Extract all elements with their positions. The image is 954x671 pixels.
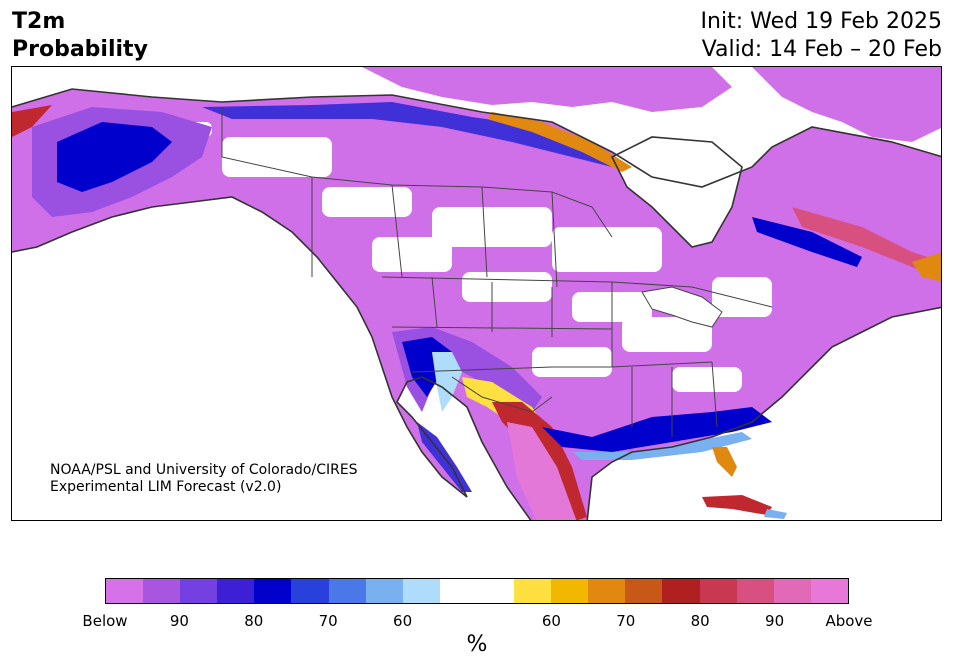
- colorbar-segment: [551, 579, 589, 603]
- colorbar-tick-label: 80: [690, 612, 710, 630]
- colorbar-segment: [143, 579, 181, 603]
- credit-line-2: Experimental LIM Forecast (v2.0): [50, 479, 282, 495]
- colorbar-segment: [736, 579, 774, 603]
- colorbar-segment: [439, 579, 477, 603]
- colorbar-segment: [588, 579, 626, 603]
- colorbar-unit: %: [466, 632, 488, 657]
- colorbar-segment: [773, 579, 811, 603]
- valid-range: Valid: 14 Feb – 20 Feb: [701, 37, 942, 62]
- map-panel: NOAA/PSL and University of Colorado/CIRE…: [11, 66, 942, 521]
- colorbar-tick-label: Above: [825, 612, 873, 630]
- great-lakes: [641, 286, 723, 328]
- colorbar-segment: [180, 579, 218, 603]
- colorbar-segment: [402, 579, 440, 603]
- florida-warm: [712, 447, 737, 477]
- colorbar-segment: [514, 579, 552, 603]
- labrador-cold: [752, 217, 862, 267]
- product-label: Probability: [12, 37, 148, 62]
- hudson-bay: [612, 137, 742, 247]
- coastline: [12, 88, 941, 520]
- arctic-islands: [362, 67, 732, 112]
- forecast-map: [12, 67, 941, 520]
- newfoundland-warm: [912, 252, 941, 282]
- colorbar-tick-label: 80: [244, 612, 264, 630]
- colorbar-segment: [217, 579, 255, 603]
- colorbar-tick-label: 90: [169, 612, 189, 630]
- colorbar-segment: [328, 579, 366, 603]
- credit-line-1: NOAA/PSL and University of Colorado/CIRE…: [50, 462, 358, 478]
- colorbar-segment: [810, 579, 848, 603]
- chart-title: T2m Probability: [12, 8, 148, 64]
- credit-text: NOAA/PSL and University of Colorado/CIRE…: [50, 462, 358, 496]
- arctic-warm-band: [487, 112, 632, 172]
- colorbar-segment: [476, 579, 515, 603]
- alaska-warm-edge: [12, 105, 52, 137]
- mexico-warm-pink: [507, 422, 577, 520]
- colorbar-segment: [662, 579, 700, 603]
- colorbar-tick-label: 60: [393, 612, 413, 630]
- date-info: Init: Wed 19 Feb 2025 Valid: 14 Feb – 20…: [701, 8, 942, 64]
- political-borders: [221, 107, 773, 437]
- colorbar-tick-label: 70: [616, 612, 636, 630]
- colorbar-tick-label: Below: [82, 612, 128, 630]
- canada-cold-band: [202, 102, 612, 167]
- caribbean-cold: [764, 509, 787, 519]
- colorbar-tick-label: 90: [765, 612, 785, 630]
- colorbar-tick-label: 60: [541, 612, 561, 630]
- labrador-warm: [792, 207, 941, 277]
- colorbar-segment: [699, 579, 737, 603]
- colorbar: [105, 578, 849, 604]
- colorbar-tick-label: 70: [318, 612, 338, 630]
- colorbar-segment: [291, 579, 329, 603]
- southwest-pale: [432, 352, 462, 412]
- alaska-cold-core: [57, 122, 172, 192]
- colorbar-segment: [625, 579, 663, 603]
- colorbar-segment: [106, 579, 144, 603]
- colorbar-segment: [365, 579, 403, 603]
- init-date: Init: Wed 19 Feb 2025: [700, 9, 942, 34]
- colorbar-segment: [254, 579, 292, 603]
- southeast-cold-band: [542, 407, 772, 452]
- variable-label: T2m: [12, 9, 66, 34]
- greenland: [752, 67, 941, 142]
- cuba-warm: [702, 495, 772, 515]
